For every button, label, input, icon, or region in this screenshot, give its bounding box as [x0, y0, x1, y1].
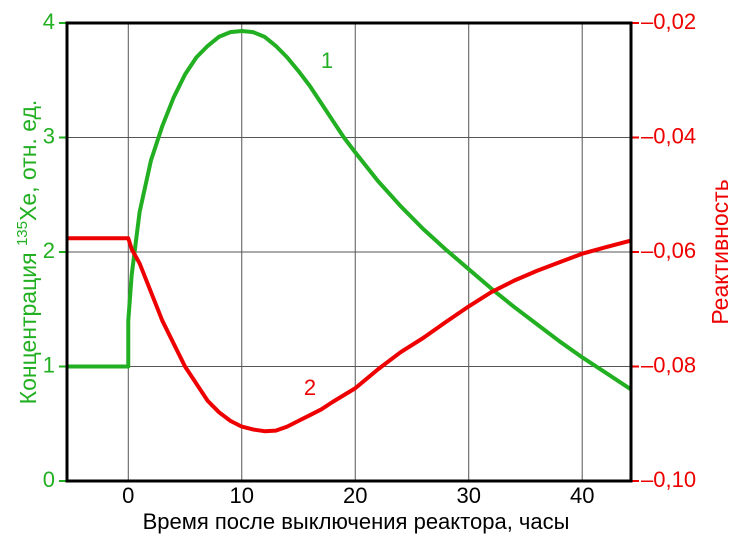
x-tick-label: 0 — [122, 483, 134, 508]
y-axis-label: Концентрация 135Xe, отн. ед. — [14, 100, 41, 405]
y-tick-label: 2 — [43, 238, 55, 263]
curve-label: 2 — [304, 375, 316, 400]
x-axis-label: Время после выключения реактора, часы — [143, 509, 570, 534]
y2-tick-label: –0,10 — [641, 467, 696, 492]
y2-axis-label: Реактивность — [707, 179, 733, 324]
y-label-sup: 135 — [14, 221, 31, 246]
y2-tick-label: –0,06 — [641, 238, 696, 263]
y2-tick-label: –0,08 — [641, 352, 696, 377]
y-label-suffix: Xe, отн. ед. — [15, 100, 41, 221]
curve-label: 1 — [321, 48, 333, 73]
y-tick-label: 1 — [43, 352, 55, 377]
x-tick-label: 20 — [343, 483, 367, 508]
plot-frame — [65, 21, 633, 483]
y2-tick-label: –0,04 — [641, 123, 696, 148]
y2-tick-label: –0,02 — [641, 9, 696, 34]
x-tick-label: 10 — [230, 483, 254, 508]
y-label-prefix: Концентрация — [15, 246, 41, 404]
y-tick-label: 3 — [43, 123, 55, 148]
line-series — [67, 236, 632, 434]
y-tick-label: 4 — [43, 9, 55, 34]
y-tick-label: 0 — [43, 467, 55, 492]
line-series — [67, 29, 633, 392]
x-tick-label: 40 — [570, 483, 594, 508]
x-tick-label: 30 — [456, 483, 480, 508]
